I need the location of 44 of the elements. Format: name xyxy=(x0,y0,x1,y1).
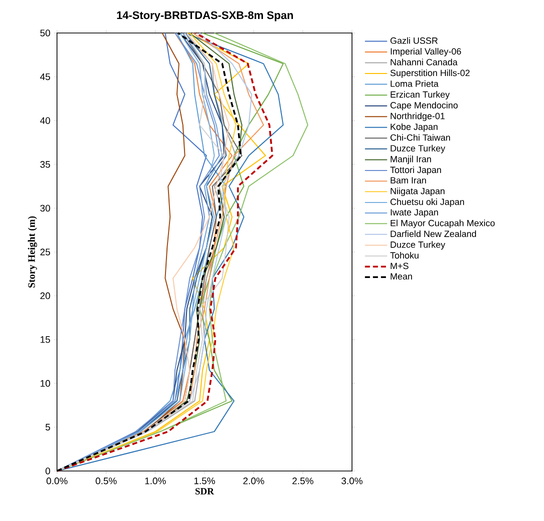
legend-label: Bam Iran xyxy=(390,177,426,184)
y-tick-label: 15 xyxy=(40,336,50,343)
legend-label: Erzican Turkey xyxy=(390,91,450,100)
x-tick-label: 2.5% xyxy=(292,478,314,484)
legend-label: M+S xyxy=(390,262,408,270)
x-tick-label: 1.5% xyxy=(194,478,215,484)
legend-label: Imperial Valley-06 xyxy=(390,48,461,56)
legend-label: Darfield New Zealand xyxy=(390,230,476,238)
y-tick-label: 30 xyxy=(40,204,50,212)
x-tick-label: 2.0% xyxy=(243,478,264,484)
legend-label: Gazli USSR xyxy=(390,37,438,44)
legend-label: Duzce Turkey xyxy=(390,144,446,154)
legend-label: Niigata Japan xyxy=(390,188,444,196)
legend-label: Tottori Japan xyxy=(390,166,441,175)
legend-label: Chuetsu oki Japan xyxy=(390,198,464,207)
legend-label: Mean xyxy=(390,273,412,280)
legend-label: Manjil Iran xyxy=(390,156,431,164)
x-axis-title: SDR xyxy=(196,488,214,494)
y-tick-label: 20 xyxy=(40,292,50,300)
legend-label: Chi-Chi Taiwan xyxy=(390,134,450,141)
y-tick-label: 25 xyxy=(40,248,50,256)
y-tick-label: 35 xyxy=(40,161,50,168)
legend-label: Northridge-01 xyxy=(390,112,445,121)
legend-label: Iwate Japan xyxy=(390,209,438,218)
x-tick-label: 0.0% xyxy=(46,478,68,484)
x-tick-label: 1.0% xyxy=(145,478,166,484)
chart-title: 14-Story-BRBTDAS-SXB-8m Span xyxy=(117,11,293,22)
legend-label: Tohoku xyxy=(390,252,418,259)
x-tick-label: 0.5% xyxy=(96,478,117,484)
y-tick-label: 5 xyxy=(46,424,50,430)
legend-label: Cape Mendocino xyxy=(390,102,458,110)
legend-label: El Mayor Cucapah Mexico xyxy=(390,220,495,228)
y-tick-label: 40 xyxy=(40,117,50,124)
x-tick-label: 3.0% xyxy=(342,478,362,484)
legend-label: Kobe Japan xyxy=(390,123,438,132)
y-tick-label: 45 xyxy=(40,73,50,80)
y-tick-label: 0 xyxy=(46,468,50,474)
y-axis-title: Story Height (m) xyxy=(28,216,38,288)
legend-label: Superstition Hills-02 xyxy=(390,70,470,78)
legend-label: Loma Prieta xyxy=(390,80,439,87)
y-tick-label: 50 xyxy=(40,30,50,36)
legend-label: Duzce Turkey xyxy=(390,241,446,250)
y-tick-label: 10 xyxy=(40,380,50,387)
legend-label: Nahanni Canada xyxy=(390,58,458,66)
